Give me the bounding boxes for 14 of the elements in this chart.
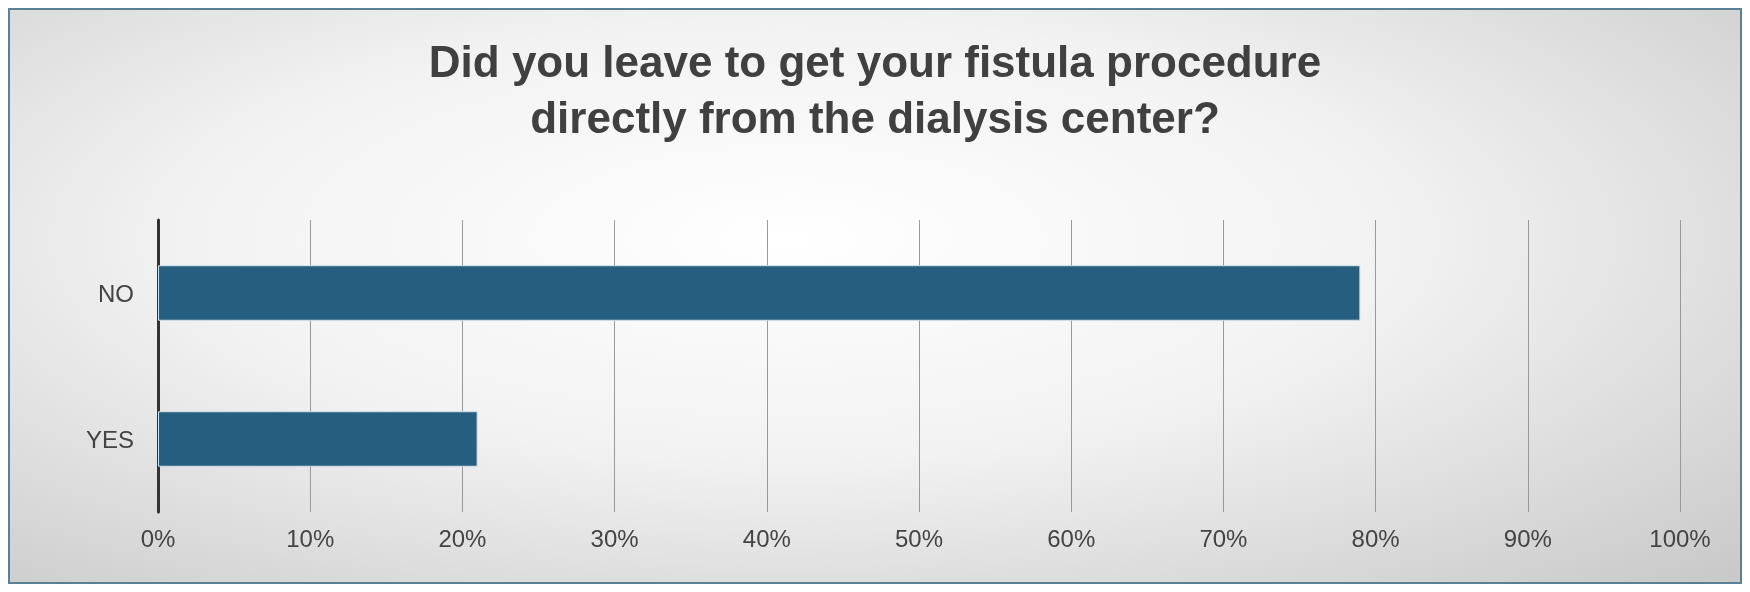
x-tick-label: 70% xyxy=(1199,524,1248,552)
x-tick-label: 100% xyxy=(1649,524,1711,552)
x-tick-label: 0% xyxy=(140,524,176,552)
x-tick-label: 90% xyxy=(1503,524,1552,552)
x-tick-label: 60% xyxy=(1047,524,1096,552)
x-tick-label: 50% xyxy=(894,524,944,552)
chart-title: Did you leave to get your fistula procedure directly from the dialysis center? xyxy=(428,36,1322,142)
x-tick-label: 40% xyxy=(742,524,791,552)
x-tick-label: 30% xyxy=(590,524,639,552)
y-tick-label: YES xyxy=(85,425,134,453)
x-tick-label: 20% xyxy=(438,524,487,552)
x-tick-label: 80% xyxy=(1351,524,1400,552)
y-tick-label: NO xyxy=(98,279,134,307)
x-tick-label: 10% xyxy=(286,524,335,552)
